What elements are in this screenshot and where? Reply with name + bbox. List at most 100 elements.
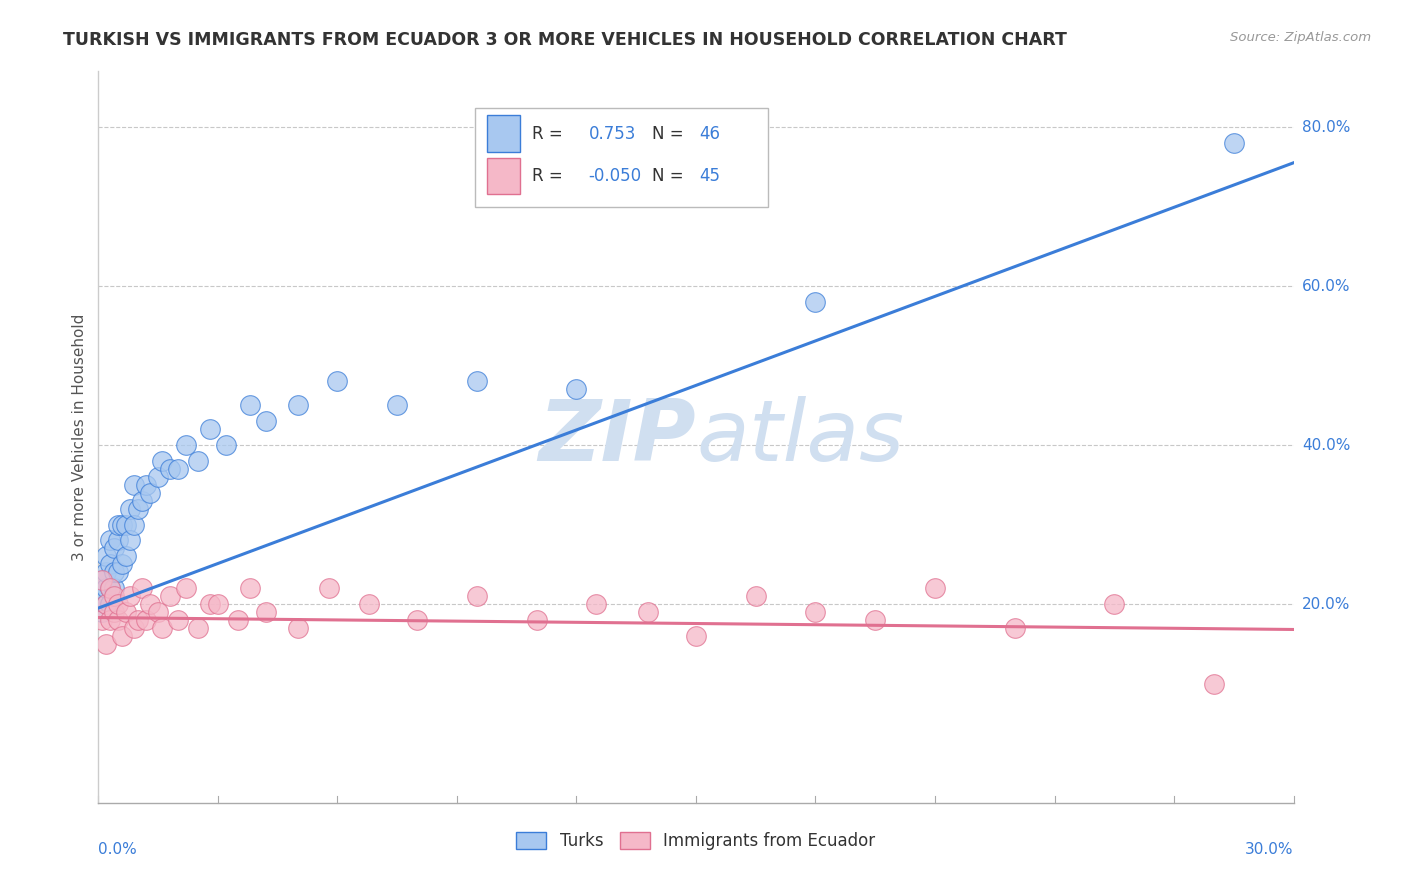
Point <box>131 581 153 595</box>
Point <box>924 581 946 595</box>
Text: ZIP: ZIP <box>538 395 696 479</box>
Text: TURKISH VS IMMIGRANTS FROM ECUADOR 3 OR MORE VEHICLES IN HOUSEHOLD CORRELATION C: TURKISH VS IMMIGRANTS FROM ECUADOR 3 OR … <box>63 31 1067 49</box>
Point <box>465 375 488 389</box>
Point <box>254 414 277 428</box>
Point <box>139 597 162 611</box>
Point <box>637 605 659 619</box>
Point <box>226 613 249 627</box>
Point <box>318 581 340 595</box>
Point <box>167 613 190 627</box>
Point <box>103 581 125 595</box>
Point <box>685 629 707 643</box>
Point <box>120 589 142 603</box>
Point <box>1223 136 1246 150</box>
Point <box>98 597 122 611</box>
Point <box>198 422 221 436</box>
Point <box>96 566 118 580</box>
Text: 80.0%: 80.0% <box>1302 120 1350 135</box>
Point <box>124 517 146 532</box>
Point <box>1104 597 1126 611</box>
Point <box>1004 621 1026 635</box>
Text: 0.753: 0.753 <box>589 125 636 143</box>
Point <box>465 589 488 603</box>
Legend: Turks, Immigrants from Ecuador: Turks, Immigrants from Ecuador <box>510 825 882 856</box>
Y-axis label: 3 or more Vehicles in Household: 3 or more Vehicles in Household <box>72 313 87 561</box>
Point <box>865 613 887 627</box>
Point <box>167 462 190 476</box>
Point <box>131 493 153 508</box>
Point <box>239 581 262 595</box>
Point <box>135 613 157 627</box>
Point <box>91 573 114 587</box>
Point <box>124 477 146 491</box>
Point <box>103 541 125 556</box>
Point <box>385 398 409 412</box>
Point <box>115 517 138 532</box>
Point <box>120 533 142 548</box>
Point <box>103 605 125 619</box>
Point <box>96 637 118 651</box>
Text: N =: N = <box>652 167 689 185</box>
Point <box>804 294 827 309</box>
Point <box>254 605 277 619</box>
Point <box>198 597 221 611</box>
Point <box>526 613 548 627</box>
Point <box>239 398 262 412</box>
Text: 40.0%: 40.0% <box>1302 438 1350 452</box>
Point <box>585 597 607 611</box>
Point <box>207 597 229 611</box>
Point <box>111 629 134 643</box>
Point <box>287 398 309 412</box>
Point <box>127 613 149 627</box>
Point <box>150 454 173 468</box>
Point <box>91 589 114 603</box>
Point <box>98 558 122 572</box>
Point <box>98 533 122 548</box>
Point <box>96 597 118 611</box>
Point <box>98 581 122 595</box>
Point <box>115 549 138 564</box>
Point <box>127 501 149 516</box>
Point <box>406 613 429 627</box>
Point <box>111 558 134 572</box>
Point <box>565 383 588 397</box>
Text: atlas: atlas <box>696 395 904 479</box>
Text: 46: 46 <box>700 125 720 143</box>
Point <box>159 462 181 476</box>
Text: -0.050: -0.050 <box>589 167 641 185</box>
Point <box>287 621 309 635</box>
Point <box>215 438 238 452</box>
Text: Source: ZipAtlas.com: Source: ZipAtlas.com <box>1230 31 1371 45</box>
Point <box>359 597 381 611</box>
Point <box>148 605 170 619</box>
Point <box>139 485 162 500</box>
Bar <box>486 115 520 152</box>
Point <box>148 470 170 484</box>
Point <box>1202 676 1225 690</box>
Point <box>174 438 197 452</box>
Point <box>187 621 209 635</box>
Point <box>111 517 134 532</box>
Point <box>187 454 209 468</box>
Point <box>91 573 114 587</box>
Point <box>107 613 129 627</box>
Point <box>107 533 129 548</box>
Text: 0.0%: 0.0% <box>98 842 138 856</box>
Point <box>98 581 122 595</box>
Text: N =: N = <box>652 125 689 143</box>
Point <box>103 589 125 603</box>
Bar <box>486 158 520 194</box>
Point <box>174 581 197 595</box>
FancyBboxPatch shape <box>475 108 768 207</box>
Point <box>115 605 138 619</box>
Text: R =: R = <box>533 125 568 143</box>
Point <box>91 613 114 627</box>
Text: 45: 45 <box>700 167 720 185</box>
Text: R =: R = <box>533 167 568 185</box>
Text: 20.0%: 20.0% <box>1302 597 1350 612</box>
Point <box>745 589 768 603</box>
Point <box>103 566 125 580</box>
Point <box>91 605 114 619</box>
Point <box>159 589 181 603</box>
Point <box>120 501 142 516</box>
